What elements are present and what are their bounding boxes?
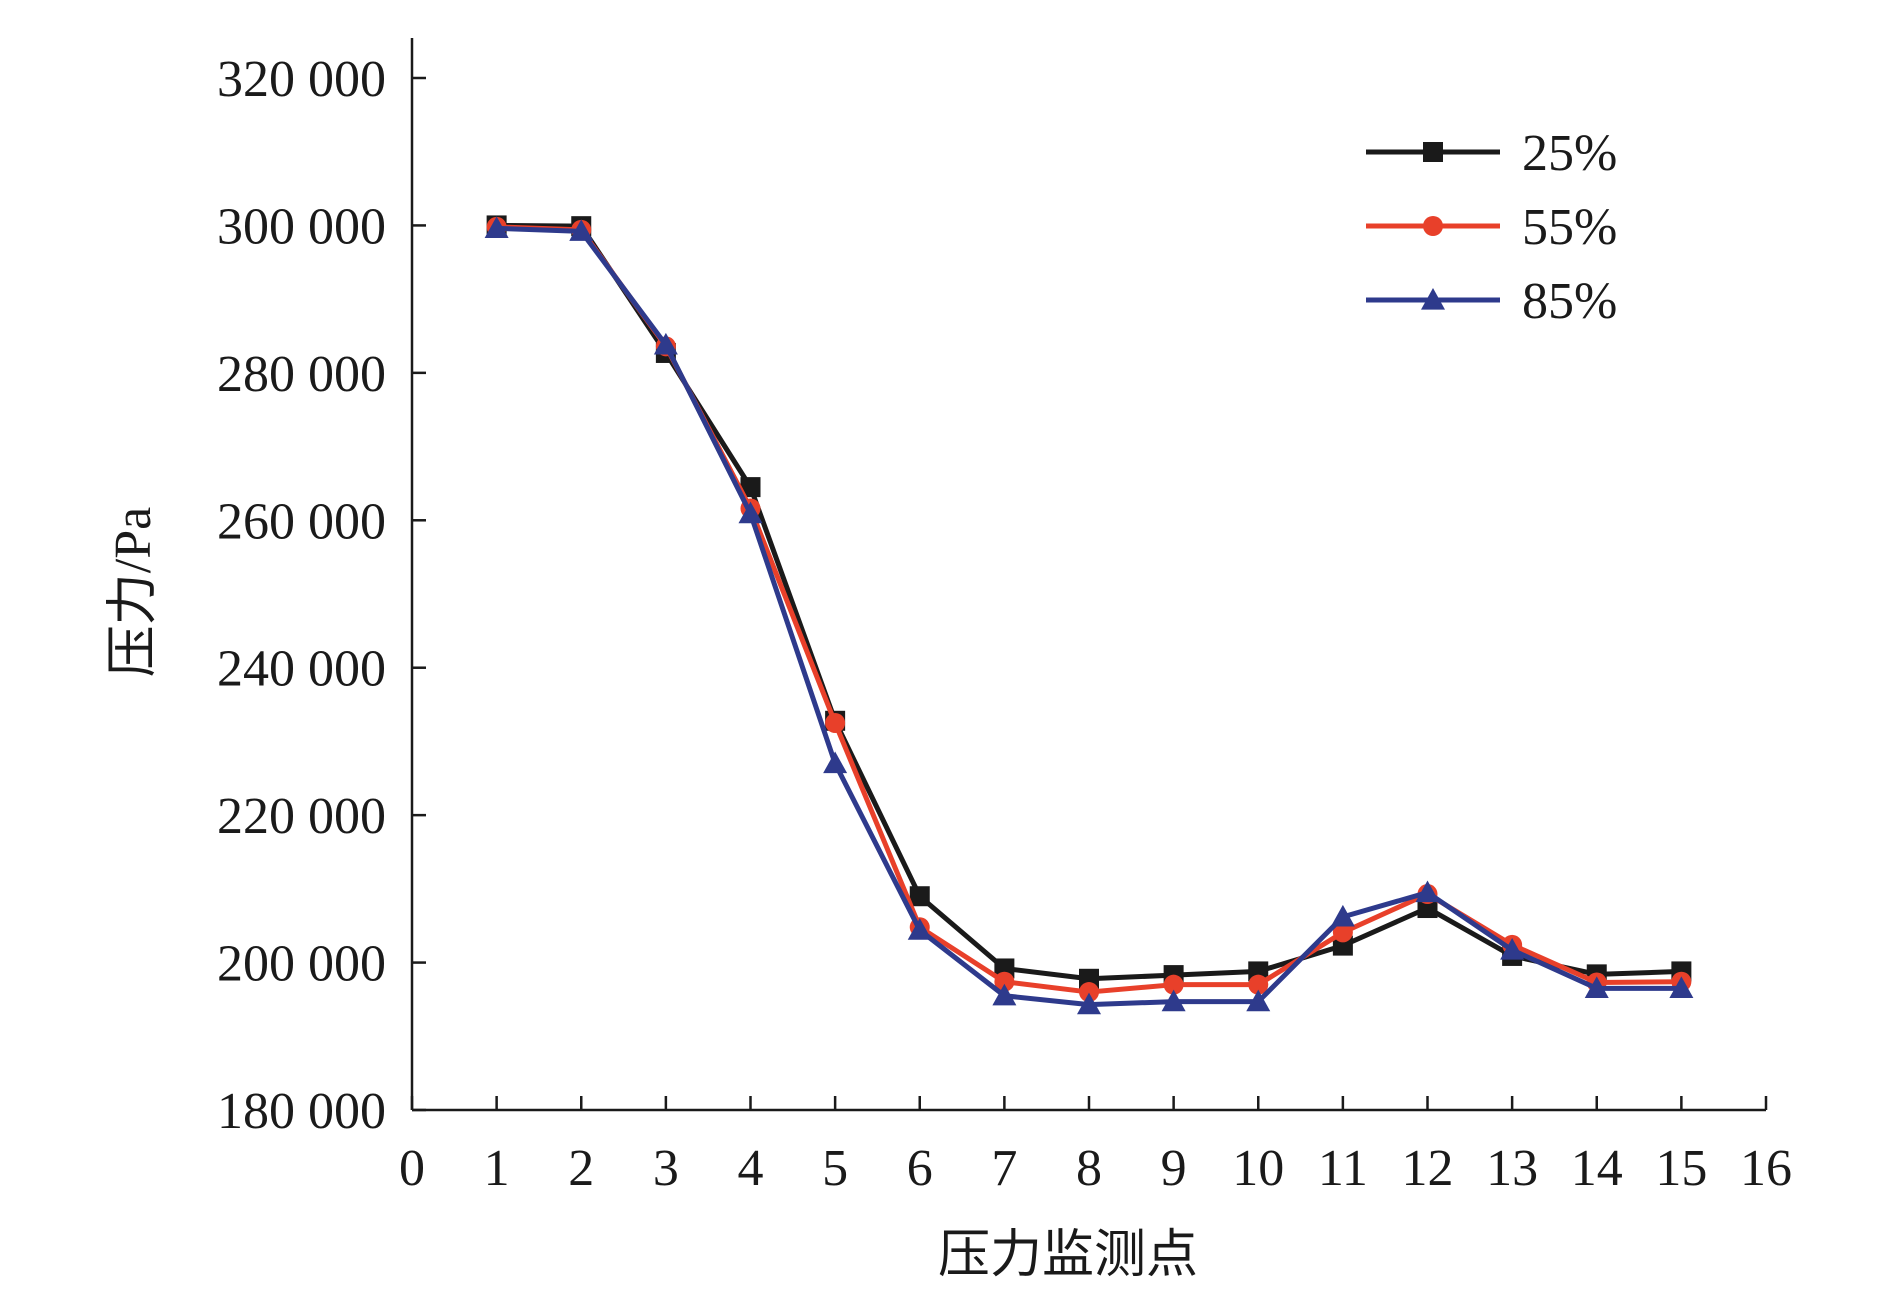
data-point [907,918,932,940]
legend: 25% 55% 85% [1366,125,1617,330]
series-2 [486,216,1692,1003]
legend-item-1: 25% [1366,125,1617,182]
data-point [994,971,1015,992]
x-tick-label: 4 [738,1140,764,1197]
x-axis-title: 压力监测点 [938,1227,1198,1284]
data-point [653,332,678,355]
data-point [1248,974,1269,995]
y-axis: 180 000 200 000 220 000 240 000 260 000 280 0… [217,38,426,1140]
x-tick-group: 0 1 2 3 4 5 6 7 8 9 10 11 12 13 14 15 16 [399,1096,1792,1197]
data-point [1669,976,1694,998]
y-tick-label: 200 000 [217,936,386,993]
x-tick-label: 10 [1232,1140,1284,1197]
x-tick-label: 11 [1318,1140,1368,1197]
x-tick-label: 2 [568,1140,594,1197]
series-line [496,222,1682,982]
y-tick-label: 260 000 [217,493,386,550]
series-1 [486,215,1692,989]
legend-label: 25% [1522,125,1617,182]
legend-marker [1423,216,1443,236]
data-point [1079,982,1099,1003]
data-point [569,219,594,241]
data-point [1330,904,1355,927]
data-point [909,886,930,907]
y-tick-label: 220 000 [217,788,386,845]
x-tick-label: 15 [1655,1140,1707,1197]
data-point [1332,922,1353,943]
x-tick-label: 8 [1076,1140,1102,1197]
legend-label: 85% [1522,273,1617,330]
y-tick-label: 280 000 [217,346,386,403]
x-tick-label: 5 [822,1140,848,1197]
data-point [1417,898,1438,919]
data-point [740,477,761,498]
x-tick-label: 16 [1740,1140,1792,1197]
x-tick-label: 6 [907,1140,933,1197]
x-tick-label: 12 [1402,1140,1454,1197]
data-point [1161,989,1186,1012]
y-tick-label: 180 000 [217,1083,386,1140]
data-point [1500,938,1525,960]
x-tick-label: 1 [484,1140,510,1197]
series-3 [484,216,1694,1015]
x-tick-label: 0 [399,1140,425,1197]
x-tick-label: 7 [991,1140,1017,1197]
legend-marker [1421,288,1445,310]
y-axis-title: 压力/Pa [105,507,162,677]
data-point [738,501,763,524]
data-point [992,983,1017,1006]
legend-item-2: 55% [1366,199,1617,256]
legend-marker [1423,142,1443,162]
data-point [823,751,848,774]
x-tick-label: 3 [653,1140,679,1197]
data-point [1163,974,1184,995]
data-point [1415,880,1440,903]
x-tick-label: 14 [1571,1140,1623,1197]
y-tick-label: 320 000 [217,51,386,108]
legend-label: 55% [1522,199,1617,256]
legend-item-3: 85% [1366,273,1617,330]
y-tick-group: 180 000 200 000 220 000 240 000 260 000 280 0… [217,51,426,1140]
data-point [1077,992,1101,1015]
data-point [1246,989,1271,1012]
x-tick-label: 9 [1161,1140,1187,1197]
data-point [825,713,846,733]
x-tick-label: 13 [1486,1140,1538,1197]
data-point [1584,976,1609,998]
y-tick-label: 240 000 [217,641,386,698]
x-axis: 0 1 2 3 4 5 6 7 8 9 10 11 12 13 14 15 16 [399,1096,1792,1197]
y-tick-label: 300 000 [217,198,386,255]
series-layer [484,215,1694,1015]
data-point [484,216,509,238]
